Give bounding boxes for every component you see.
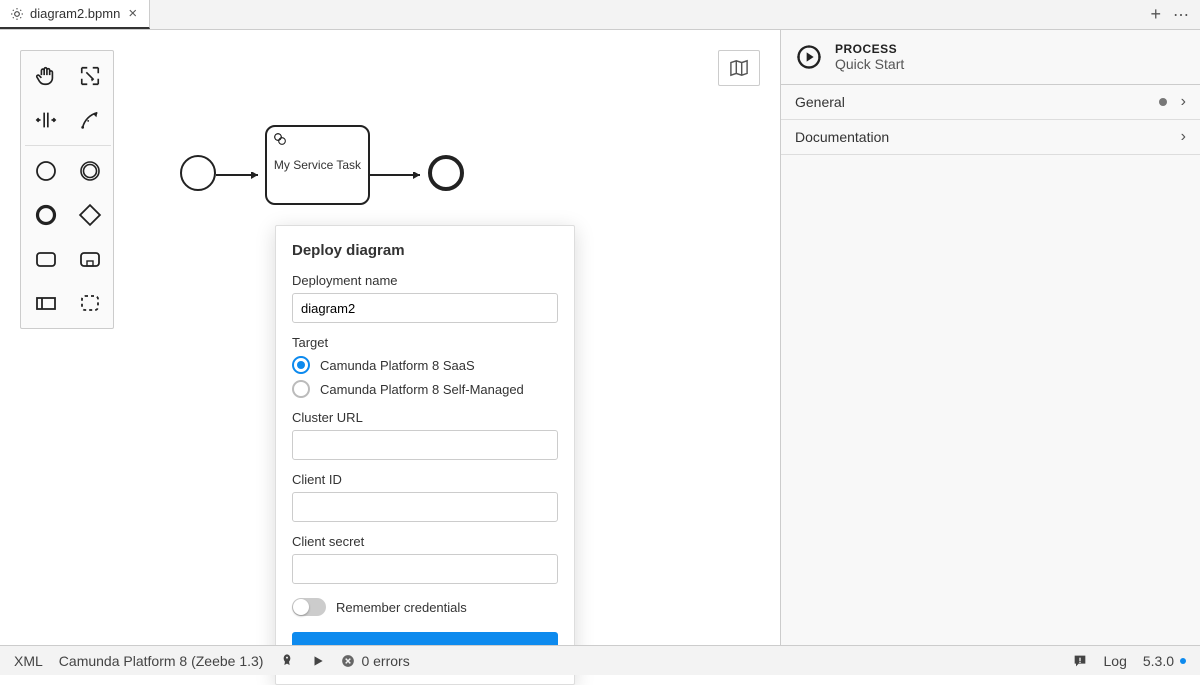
- new-tab-icon[interactable]: +: [1150, 4, 1161, 25]
- run-icon[interactable]: [311, 654, 325, 668]
- start-event-tool-icon[interactable]: [27, 152, 65, 190]
- tab-active[interactable]: diagram2.bpmn ×: [0, 0, 150, 29]
- chevron-right-icon: ›: [1181, 93, 1186, 111]
- errors-status[interactable]: 0 errors: [341, 653, 409, 669]
- error-icon: [341, 654, 355, 668]
- section-general[interactable]: General ›: [781, 85, 1200, 120]
- target-self-radio[interactable]: Camunda Platform 8 Self-Managed: [292, 380, 558, 398]
- connect-tool-icon[interactable]: [71, 101, 109, 139]
- cluster-url-input[interactable]: [292, 430, 558, 460]
- deploy-modal: Deploy diagram Deployment name Target Ca…: [275, 225, 575, 685]
- radio-checked-icon: [292, 356, 310, 374]
- end-event-tool-icon[interactable]: [27, 196, 65, 234]
- subprocess-tool-icon[interactable]: [71, 240, 109, 278]
- radio-unchecked-icon: [292, 380, 310, 398]
- gateway-tool-icon[interactable]: [71, 196, 109, 234]
- section-documentation-label: Documentation: [795, 129, 889, 145]
- version-label[interactable]: 5.3.0: [1143, 653, 1186, 669]
- hand-tool-icon[interactable]: [27, 57, 65, 95]
- task-tool-icon[interactable]: [27, 240, 65, 278]
- remember-label: Remember credentials: [336, 600, 467, 615]
- xml-toggle[interactable]: XML: [14, 653, 43, 669]
- tab-close-icon[interactable]: ×: [126, 5, 139, 22]
- feedback-icon[interactable]: [1072, 653, 1088, 669]
- update-dot-icon: [1180, 658, 1186, 664]
- deployment-name-label: Deployment name: [292, 273, 558, 288]
- end-event-node[interactable]: [428, 155, 464, 191]
- target-saas-label: Camunda Platform 8 SaaS: [320, 358, 475, 373]
- space-tool-icon[interactable]: [27, 101, 65, 139]
- target-saas-radio[interactable]: Camunda Platform 8 SaaS: [292, 356, 558, 374]
- client-id-input[interactable]: [292, 492, 558, 522]
- deployment-name-input[interactable]: [292, 293, 558, 323]
- platform-label[interactable]: Camunda Platform 8 (Zeebe 1.3): [59, 653, 264, 669]
- lasso-tool-icon[interactable]: [71, 57, 109, 95]
- indicator-dot-icon: [1159, 98, 1167, 106]
- client-id-label: Client ID: [292, 472, 558, 487]
- tab-title: diagram2.bpmn: [30, 6, 120, 21]
- properties-header: PROCESS Quick Start: [781, 30, 1200, 85]
- tool-palette: [20, 50, 114, 329]
- client-secret-input[interactable]: [292, 554, 558, 584]
- log-toggle[interactable]: Log: [1104, 653, 1127, 669]
- service-task-icon: [272, 131, 288, 147]
- deploy-icon[interactable]: [279, 653, 295, 669]
- group-tool-icon[interactable]: [71, 284, 109, 322]
- minimap-toggle-icon[interactable]: [718, 50, 760, 86]
- target-self-label: Camunda Platform 8 Self-Managed: [320, 382, 524, 397]
- properties-panel: PROCESS Quick Start General › Documentat…: [780, 30, 1200, 645]
- modal-title: Deploy diagram: [292, 242, 558, 259]
- properties-header-label: PROCESS: [835, 42, 904, 56]
- gear-icon: [10, 7, 24, 21]
- properties-header-sub: Quick Start: [835, 56, 904, 72]
- sequence-flow-2[interactable]: [370, 172, 430, 184]
- intermediate-event-tool-icon[interactable]: [71, 152, 109, 190]
- main-area: My Service Task Deploy diagram Deploymen…: [0, 30, 1200, 645]
- errors-count: 0 errors: [361, 653, 409, 669]
- chevron-right-icon: ›: [1181, 128, 1186, 146]
- client-secret-label: Client secret: [292, 534, 558, 549]
- cluster-url-label: Cluster URL: [292, 410, 558, 425]
- sequence-flow-1[interactable]: [216, 172, 266, 184]
- tab-bar: diagram2.bpmn × + ⋯: [0, 0, 1200, 30]
- remember-toggle[interactable]: [292, 598, 326, 616]
- section-general-label: General: [795, 94, 845, 110]
- section-documentation[interactable]: Documentation ›: [781, 120, 1200, 155]
- pool-tool-icon[interactable]: [27, 284, 65, 322]
- canvas[interactable]: My Service Task Deploy diagram Deploymen…: [0, 30, 780, 645]
- start-event-node[interactable]: [180, 155, 216, 191]
- target-label: Target: [292, 335, 558, 350]
- process-icon: [795, 43, 823, 71]
- task-label: My Service Task: [274, 158, 361, 172]
- more-menu-icon[interactable]: ⋯: [1173, 5, 1190, 25]
- service-task-node[interactable]: My Service Task: [265, 125, 370, 205]
- status-bar: XML Camunda Platform 8 (Zeebe 1.3) 0 err…: [0, 645, 1200, 675]
